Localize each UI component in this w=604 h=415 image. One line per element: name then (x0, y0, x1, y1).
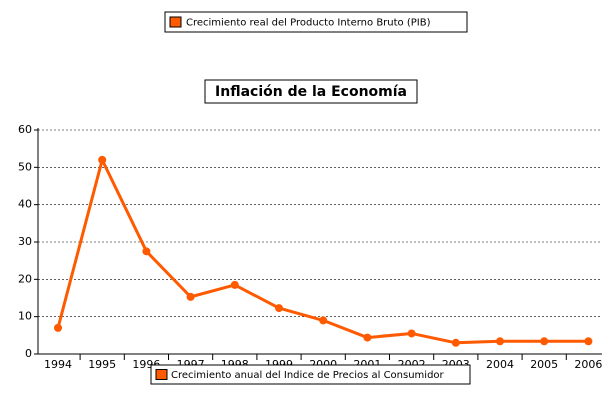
legend-label: Crecimiento real del Producto Interno Br… (186, 18, 431, 29)
point (496, 337, 504, 346)
bottom-legend: Crecimiento anual del Indice de Precios … (150, 364, 471, 385)
legend-label: Crecimiento anual del Indice de Precios … (171, 370, 445, 381)
point (451, 338, 460, 347)
point (230, 280, 239, 289)
plot: 0102030405060199419951996199719981999200… (18, 123, 602, 371)
x-tick-label: 1994 (44, 358, 72, 371)
y-tick-label: 60 (18, 123, 32, 136)
point (98, 155, 107, 164)
y-tick-label: 40 (18, 198, 32, 211)
legend-swatch (169, 16, 182, 28)
top-legend: Crecimiento real del Producto Interno Br… (164, 11, 468, 33)
point (407, 329, 416, 338)
point (540, 337, 549, 346)
chart-title: Inflación de la Economía (215, 84, 407, 100)
x-tick-label: 2004 (486, 358, 514, 371)
y-tick-label: 20 (18, 272, 32, 285)
y-tick-label: 30 (18, 235, 32, 248)
y-tick-label: 0 (25, 347, 32, 360)
point (186, 292, 195, 301)
x-tick-label: 1995 (88, 358, 116, 371)
legend-swatch (155, 369, 168, 380)
point (275, 304, 283, 313)
x-tick-label: 2006 (574, 358, 602, 371)
title-box (204, 79, 418, 104)
x-tick-label: 2005 (530, 358, 558, 371)
point (142, 247, 151, 256)
legend-box (150, 364, 471, 385)
point (54, 323, 62, 332)
point (584, 337, 593, 346)
y-tick-label: 50 (18, 160, 32, 173)
legend-box (164, 11, 468, 33)
point (363, 333, 372, 342)
point (319, 316, 328, 325)
y-tick-label: 10 (18, 310, 32, 323)
line (56, 158, 589, 345)
